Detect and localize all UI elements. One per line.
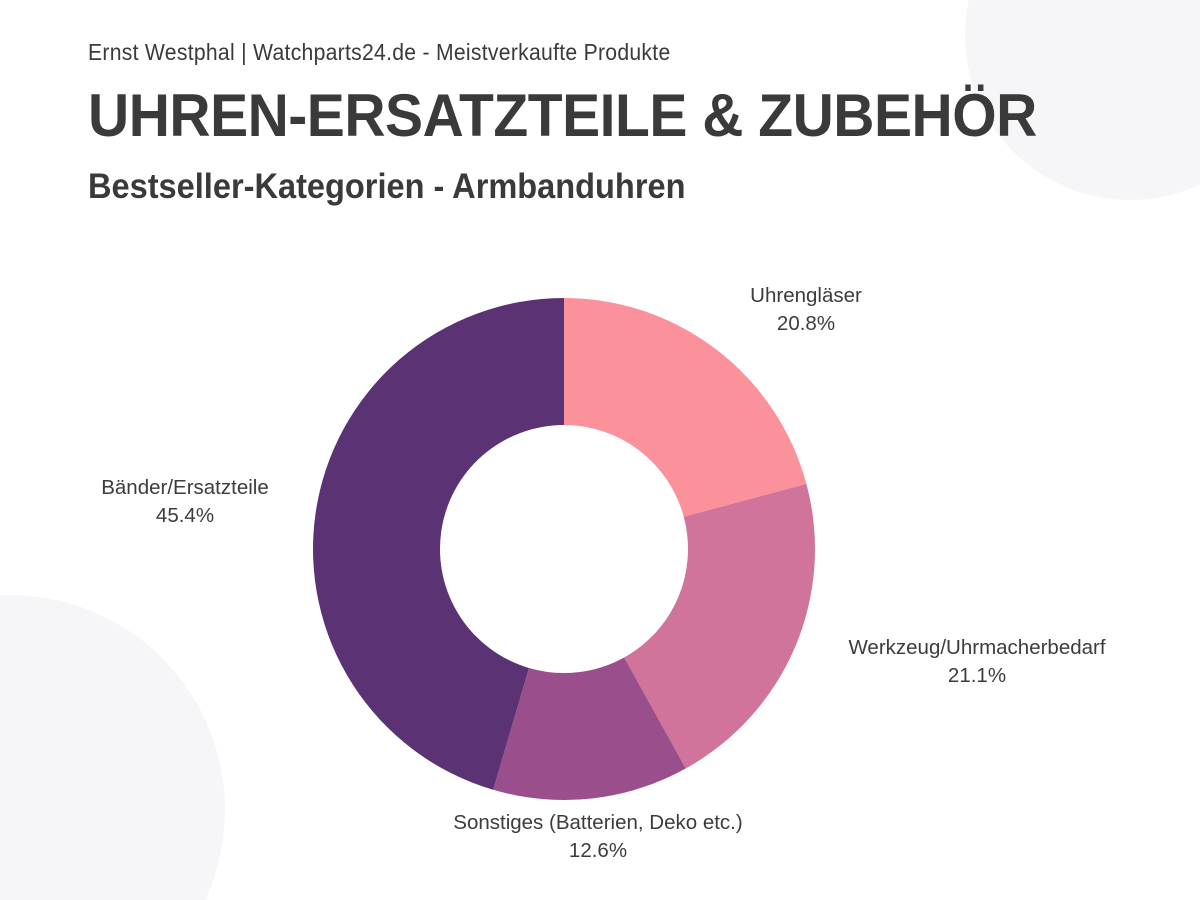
slice-label: Uhrengläser 20.8% [750,284,862,335]
page-title: UHREN-ERSATZTEILE & ZUBEHÖR [88,82,1037,150]
slice-label: Sonstiges (Batterien, Deko etc.) 12.6% [453,811,742,862]
header-block: Ernst Westphal | Watchparts24.de - Meist… [88,39,1118,207]
donut-slices-group [313,298,816,800]
slice-label-name: Bänder/Ersatzteile [101,476,269,499]
slice-label-value: 20.8% [777,312,835,335]
donut-slice[interactable] [313,298,564,790]
kicker-text: Ernst Westphal | Watchparts24.de - Meist… [88,39,671,65]
page-subtitle: Bestseller-Kategorien - Armbanduhren [88,167,686,207]
donut-slice[interactable] [624,483,816,769]
donut-slice[interactable] [493,657,686,800]
slice-label-name: Werkzeug/Uhrmacherbedarf [848,636,1105,659]
slice-label: Bänder/Ersatzteile 45.4% [101,476,269,527]
donut-labels-group: Uhrengläser 20.8% Werkzeug/Uhrmacherbedarf… [101,284,1106,862]
slice-label-name: Sonstiges (Batterien, Deko etc.) [453,811,742,834]
slice-label-value: 12.6% [569,839,627,862]
slice-label-value: 21.1% [948,664,1006,687]
donut-slice[interactable] [564,298,807,517]
slice-label: Werkzeug/Uhrmacherbedarf 21.1% [848,636,1105,687]
slice-label-value: 45.4% [156,504,214,527]
slice-label-name: Uhrengläser [750,284,862,307]
